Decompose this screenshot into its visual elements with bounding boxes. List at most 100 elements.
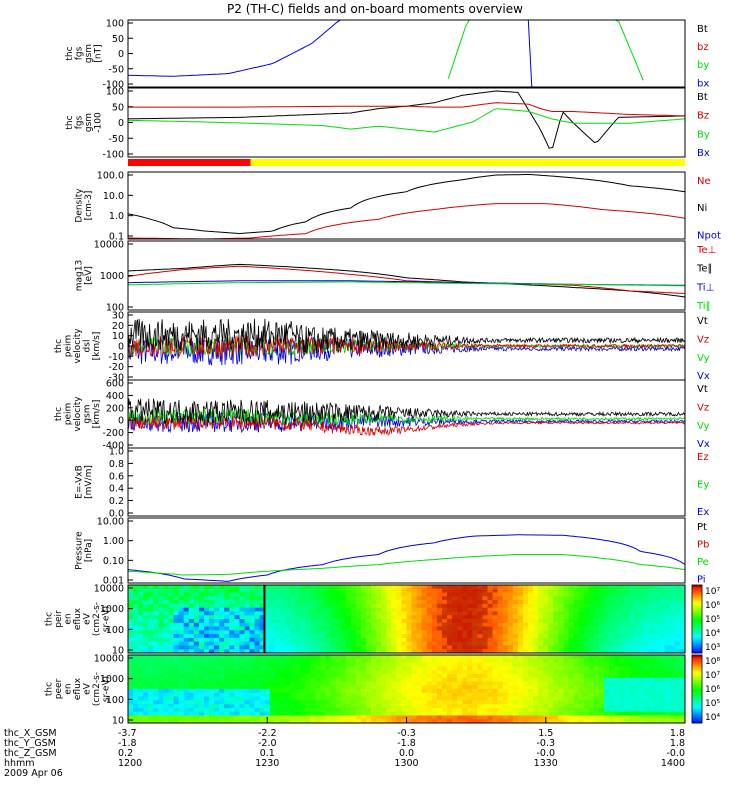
y-tick-label: 50 [112,34,124,45]
y-tick-label: 10000 [94,240,124,251]
y-label-line: eV [83,682,93,695]
axis-tick-value: -0.3 [397,728,416,739]
y-tick-label: 100 [106,303,124,314]
y-axis-label: thc peim velocity dsl [km/s] [54,328,102,364]
axis-tick-value: 0.0 [399,748,414,759]
axis-tick-value: -2.2 [258,728,277,739]
axis-tick-value: 1.5 [538,728,553,739]
colorbar-ele_spec: 10⁸ 10⁷ 10⁶ 10⁵ 10⁴ [691,654,720,724]
y-axis-label: Density [cm-3] [74,188,94,223]
y-label-line: fgs [74,115,84,129]
y-label-line: (cm2-s- [92,672,102,706]
y-label-line: thc [54,339,64,353]
series-bx [128,20,685,87]
axis-tick-value: 0.1 [260,748,275,759]
axis-tick-value: -0.0 [666,748,685,759]
y-label-line: en [64,613,74,624]
y-tick-label: 10.00 [97,517,124,528]
y-label-line: fgs [74,46,84,60]
figure-title: P2 (TH-C) fields and on-board moments ov… [227,2,523,16]
y-tick-label: 1000 [100,604,124,615]
legend-entry: Bt [697,92,708,103]
y-label-line: sr-eV) [102,676,112,702]
y-tick-label: 1.00 [103,536,124,547]
y-tick-label: 50 [112,102,124,113]
y-tick-label: 0 [118,416,124,427]
series-Bt [128,90,685,149]
y-tick-label: -50 [108,64,124,75]
y-label-line: [nT] [93,44,103,62]
legend-entry: Pe [697,557,709,568]
legend-entry: Bz [697,111,709,122]
series-Ne [128,203,685,239]
axis-tick-value: 1.8 [670,738,685,749]
y-label-line: [km/s] [92,400,102,429]
y-tick-label: 100 [106,625,124,636]
y-label-line: peim [64,403,74,426]
legend-entry: Vt [697,384,708,395]
y-label-line: velocity [73,328,83,364]
y-tick-label: 1.0 [109,211,124,222]
panel-frame [127,517,686,584]
legend-entry: By [697,129,710,140]
series-Te⊥ [128,265,685,294]
series-by [447,20,644,81]
legend-entry: Ne [697,176,711,187]
y-label-line: [km/s] [92,332,102,361]
y-tick-label: 1000 [100,674,124,685]
legend-entry: Npot [697,230,721,241]
legend-entry: Pt [697,522,707,533]
y-label-line: eflux [73,607,83,630]
legend-entry: Pi [697,574,706,585]
y-label-line: sr-eV) [102,606,112,632]
legend-entry: Ez [697,452,709,463]
y-tick-label: 0.0 [109,509,124,520]
panel-density: 100.0 10.0 1.0 0.1 Density [cm-3] Ne Ni Npot [74,171,721,243]
y-tick-label: -30 [108,373,124,384]
y-tick-label: -50 [108,134,124,145]
panel-mode_bar [128,159,686,166]
series-Vz [128,415,685,436]
axis-tick-value: 1200 [118,758,142,769]
colorbar-tick: 10⁴ [705,713,720,723]
legend-entry: Te⊥ [696,245,716,256]
y-axis-label: thc fgs gsm [nT] [65,44,104,63]
legend-entry: Vx [697,371,710,382]
y-tick-label: 10 [112,716,124,727]
colorbar-tick: 10⁵ [705,615,720,625]
y-label-line: Density [74,188,84,223]
y-tick-label: 100 [106,87,124,98]
y-tick-label: 200 [106,403,124,414]
panel-efield: 1.00.80.6 0.40.2 0.0 E=-VxB [mV/m] Ez Ey Ex [74,447,709,520]
series-Pe [128,554,685,576]
legend-entry: Vz [697,334,709,345]
series-Ni [128,174,685,235]
legend-entry: bz [697,42,709,53]
y-tick-label: 100 [106,19,124,30]
axis-tick-value: -2.0 [258,738,277,749]
panel-frame [127,240,686,311]
y-tick-label: -200 [102,428,124,439]
series-Vt [128,398,685,424]
y-tick-label: 10000 [94,584,124,595]
panel-fgs: 100 50 0 -50 -100 thc fgs gsm [nT] Bt bz by bx [65,19,710,91]
y-label-line: eflux [73,677,83,700]
axis-tick-value: -1.8 [118,738,137,749]
legend-entry: Ey [697,480,709,491]
y-tick-label: 20 [112,321,124,332]
axis-tick-value: 1.8 [670,728,685,739]
y-tick-label: -100 [102,80,124,91]
y-label-line: eV [83,612,93,625]
series-Vt [128,318,685,355]
y-label-line: gsm [83,404,93,423]
y-axis-label: mag13 [eV] [74,260,94,291]
legend-entry: Ti⊥ [696,282,714,293]
legend-entry: Vy [697,421,710,432]
y-tick-label: -10 [108,352,124,363]
y-tick-label: -20 [108,362,124,373]
axis-row-label: hhmm [4,758,35,769]
axis-tick-value: -1.8 [397,738,416,749]
